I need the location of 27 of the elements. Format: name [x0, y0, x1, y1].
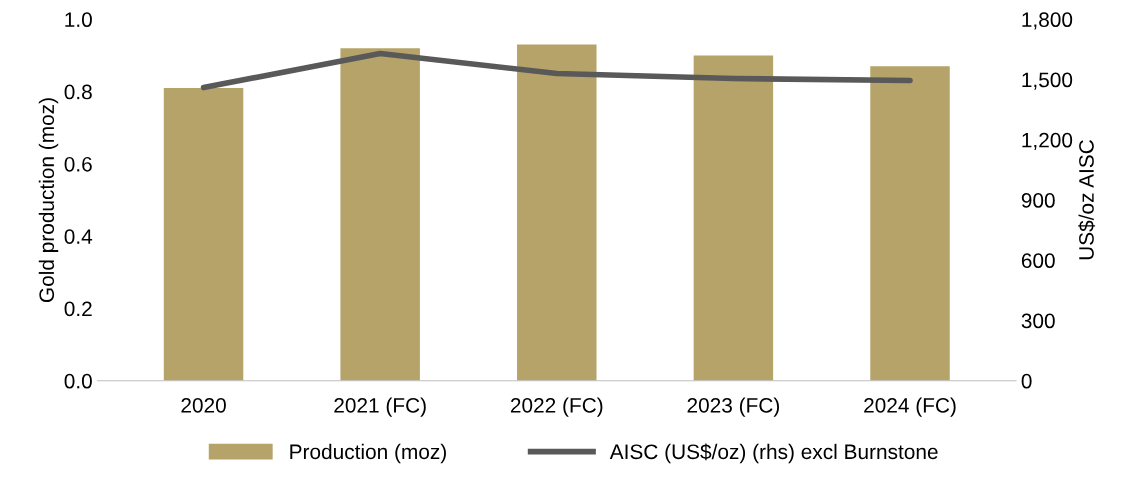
x-tick-label: 2022 (FC)	[510, 397, 603, 417]
bar	[870, 66, 950, 381]
x-tick-label: 2021 (FC)	[334, 397, 426, 417]
bar	[340, 48, 420, 381]
legend-label: Production (moz)	[290, 443, 446, 464]
x-tick-label: 2020	[181, 398, 226, 413]
legend-label: AISC (US$/oz) (rhs) excl Burnstone	[609, 443, 938, 464]
y-tick-label: 1.0	[65, 12, 92, 28]
bar	[517, 44, 597, 381]
y2-tick-label: 300	[1021, 313, 1055, 329]
y-tick-label: 0.8	[64, 84, 92, 100]
y2-tick-label: 1,500	[1022, 72, 1073, 90]
bar	[693, 55, 774, 381]
y2-tick-label: 900	[1021, 193, 1055, 208]
y2-tick-label: 600	[1021, 253, 1055, 269]
y2-axis-title: US$/oz AISC	[1078, 140, 1096, 260]
y-tick-label: 0.4	[64, 229, 93, 244]
y-tick-label: 0.0	[64, 373, 92, 389]
bar	[163, 87, 244, 381]
y2-tick-label: 1,800	[1022, 12, 1073, 30]
y-axis-title: Gold production (moz)	[38, 98, 59, 303]
y2-tick-label: 0	[1021, 373, 1032, 389]
x-tick-label: 2023 (FC)	[687, 397, 779, 417]
y2-tick-label: 1,200	[1022, 132, 1073, 150]
y-tick-label: 0.2	[64, 301, 92, 317]
x-tick-label: 2024 (FC)	[864, 397, 956, 417]
y-tick-label: 0.6	[64, 156, 92, 172]
